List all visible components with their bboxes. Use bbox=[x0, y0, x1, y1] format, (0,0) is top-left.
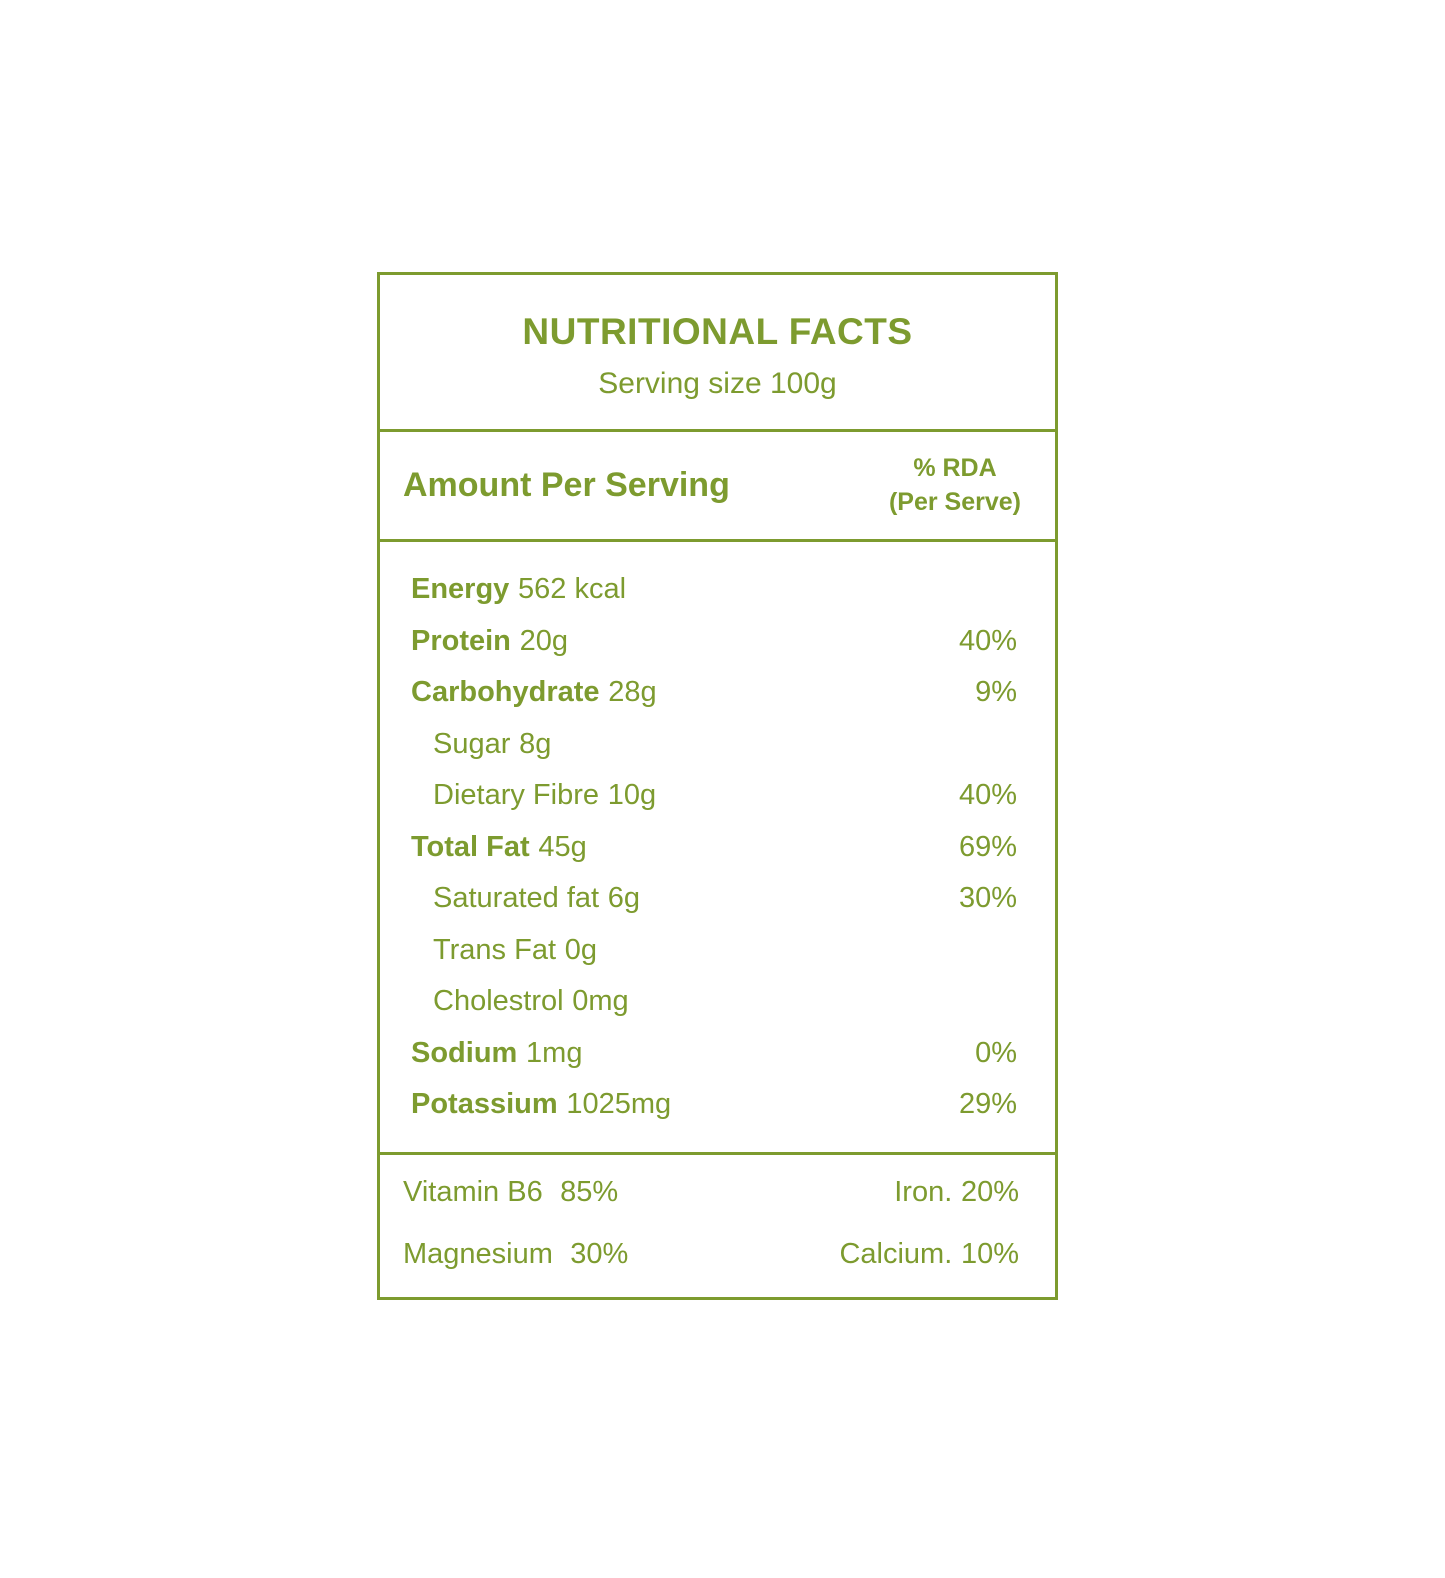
nutrient-rda: 9% bbox=[975, 676, 1017, 709]
label-header-section: NUTRITIONAL FACTS Serving size 100g bbox=[380, 275, 1055, 432]
nutrient-row-total-fat: Total Fat 45g 69% bbox=[411, 822, 1017, 874]
nutrient-amount: 1025mg bbox=[566, 1088, 672, 1121]
nutrient-name: Trans Fat bbox=[433, 933, 557, 966]
micronutrient-value: 85% bbox=[560, 1175, 619, 1208]
micronutrient-name: Calcium. bbox=[839, 1237, 953, 1270]
nutrient-amount: 8g bbox=[519, 727, 552, 760]
micronutrient-value: 20% bbox=[960, 1175, 1019, 1208]
nutrient-amount: 10g bbox=[607, 779, 657, 812]
micronutrient-value: 10% bbox=[960, 1237, 1019, 1270]
nutrient-row-dietary-fibre: Dietary Fibre 10g 40% bbox=[411, 770, 1017, 822]
nutrient-amount: 6g bbox=[607, 882, 641, 915]
micronutrient-vitamin-b6: Vitamin B6 85% bbox=[403, 1176, 711, 1209]
nutrient-rda: 69% bbox=[958, 830, 1017, 863]
micronutrient-name: Vitamin B6 bbox=[403, 1175, 543, 1208]
nutrient-row-potassium: Potassium 1025mg 29% bbox=[411, 1079, 1017, 1131]
nutrient-rda: 40% bbox=[958, 624, 1017, 657]
nutrient-name: Cholestrol bbox=[433, 985, 564, 1018]
serving-size: Serving size 100g bbox=[598, 367, 837, 400]
nutrient-row-sodium: Sodium 1mg 0% bbox=[411, 1028, 1017, 1080]
nutrient-amount: 20g bbox=[519, 624, 568, 657]
nutrient-amount: 0g bbox=[564, 933, 597, 966]
micronutrient-name: Magnesium bbox=[403, 1237, 553, 1270]
nutrient-rows-section: Energy 562 kcal Protein 20g 40% Carbohydra… bbox=[380, 542, 1055, 1155]
micronutrient-value: 30% bbox=[570, 1237, 629, 1270]
amount-per-serving-heading: Amount Per Serving bbox=[403, 466, 730, 504]
nutrient-name: Potassium bbox=[411, 1088, 558, 1121]
nutrient-row-carbohydrate: Carbohydrate 28g 9% bbox=[411, 667, 1017, 719]
column-headings-section: Amount Per Serving % RDA (Per Serve) bbox=[380, 432, 1055, 542]
nutrient-name: Dietary Fibre bbox=[433, 779, 599, 812]
nutrient-name: Total Fat bbox=[411, 830, 530, 863]
nutrient-name: Protein bbox=[411, 624, 511, 657]
nutrient-amount: 28g bbox=[608, 676, 657, 709]
rda-heading-line1: % RDA bbox=[913, 453, 997, 482]
nutrient-row-trans-fat: Trans Fat 0g bbox=[411, 925, 1017, 977]
nutrient-name: Sodium bbox=[411, 1036, 518, 1069]
nutrient-name: Saturated fat bbox=[433, 882, 600, 915]
micronutrient-name: Iron. bbox=[894, 1175, 953, 1208]
rda-heading: % RDA (Per Serve) bbox=[889, 452, 1021, 520]
nutrient-rda: 40% bbox=[958, 779, 1017, 812]
nutrient-row-saturated-fat: Saturated fat 6g 30% bbox=[411, 873, 1017, 925]
nutrient-amount: 562 kcal bbox=[518, 573, 627, 606]
rda-heading-line2: (Per Serve) bbox=[888, 487, 1021, 516]
nutrient-name: Energy bbox=[411, 573, 510, 606]
nutrient-name: Carbohydrate bbox=[411, 676, 600, 709]
nutrition-label: NUTRITIONAL FACTS Serving size 100g Amou… bbox=[377, 272, 1058, 1300]
nutrient-row-cholestrol: Cholestrol 0mg bbox=[411, 976, 1017, 1028]
nutrient-rda: 30% bbox=[958, 882, 1017, 915]
label-title: NUTRITIONAL FACTS bbox=[522, 311, 913, 352]
nutrient-amount: 45g bbox=[538, 830, 587, 863]
nutrient-row-protein: Protein 20g 40% bbox=[411, 616, 1017, 668]
nutrient-amount: 0mg bbox=[572, 985, 629, 1018]
nutrient-row-energy: Energy 562 kcal bbox=[411, 564, 1017, 616]
nutrient-name: Sugar bbox=[433, 727, 511, 760]
micronutrient-calcium: Calcium. 10% bbox=[711, 1238, 1019, 1271]
nutrient-rda: 0% bbox=[975, 1036, 1017, 1069]
nutrient-amount: 1mg bbox=[526, 1036, 583, 1069]
nutrient-rda: 29% bbox=[958, 1088, 1017, 1121]
micronutrient-magnesium: Magnesium 30% bbox=[403, 1238, 711, 1271]
micronutrient-iron: Iron. 20% bbox=[711, 1176, 1019, 1209]
micronutrients-section: Vitamin B6 85% Iron. 20% Magnesium 30% Calc… bbox=[380, 1155, 1055, 1297]
nutrient-row-sugar: Sugar 8g bbox=[411, 719, 1017, 771]
